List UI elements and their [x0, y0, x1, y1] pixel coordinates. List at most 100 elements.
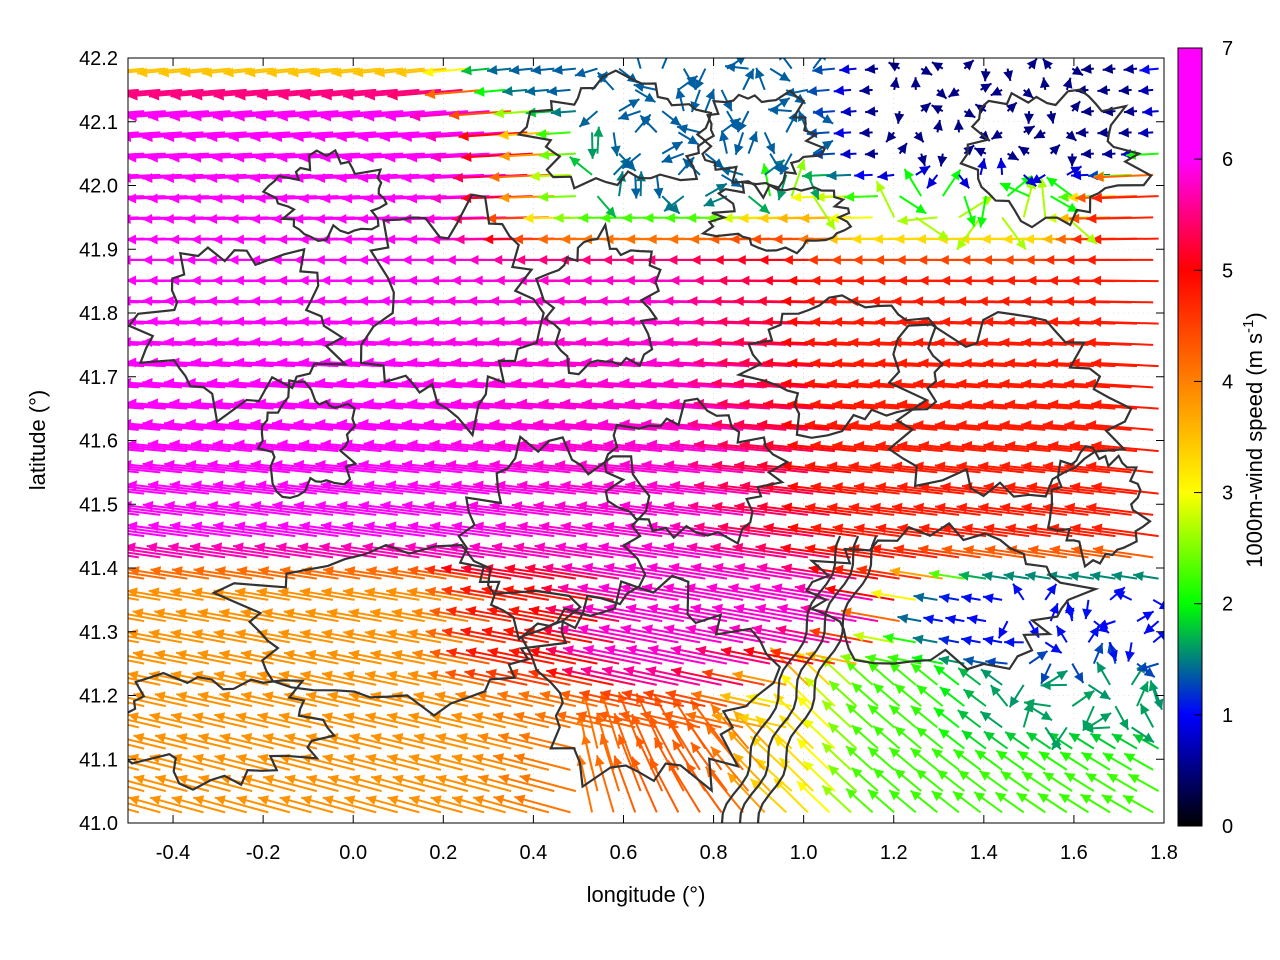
wind-vector-head [374, 67, 385, 78]
wind-vector-head [581, 357, 592, 368]
wind-vector-head [828, 213, 839, 224]
wind-vector-head [1142, 732, 1155, 743]
wind-vector-head [771, 583, 783, 594]
wind-vector-head [495, 480, 506, 491]
wind-vector-head [472, 275, 483, 286]
wind-vector-head [603, 562, 615, 573]
wind-vector-head [669, 603, 680, 614]
wind-vector-head [702, 668, 714, 679]
wind-vector-head [499, 192, 510, 203]
wind-vector [1085, 423, 1154, 431]
wind-vector-head [146, 542, 158, 553]
wind-vector-head [185, 295, 196, 306]
wind-vector [663, 585, 744, 601]
wind-vector-head [804, 677, 816, 688]
wind-vector-head [402, 500, 413, 511]
wind-vector [517, 524, 598, 538]
wind-vector-head [234, 439, 245, 450]
wind-vector [576, 381, 657, 389]
wind-vector [669, 483, 749, 495]
wind-vector-head [1046, 583, 1057, 595]
wind-vector-head [206, 214, 218, 225]
wind-vector-head [277, 480, 289, 491]
wind-vector-head [746, 693, 758, 704]
wind-vector-head [712, 501, 723, 512]
wind-vector-head [846, 788, 857, 799]
wind-vector-head [982, 635, 994, 646]
wind-vector [869, 423, 938, 431]
wind-vector [128, 470, 139, 474]
wind-vector [142, 131, 226, 139]
wind-vector-head [536, 128, 547, 139]
wind-vector [429, 609, 490, 623]
wind-vector-head [255, 357, 266, 368]
wind-vector-head [336, 377, 347, 388]
wind-vector [315, 503, 398, 516]
wind-vector-head [610, 145, 621, 157]
wind-vector-head [1042, 378, 1053, 389]
wind-vector-head [467, 501, 479, 511]
wind-vector-head [999, 182, 1012, 192]
wind-vector-head [327, 691, 339, 702]
wind-vector-head [869, 378, 881, 389]
wind-vector-head [725, 62, 736, 73]
wind-vector-head [896, 358, 908, 369]
wind-vector-head [481, 626, 493, 637]
wind-vector-head [653, 187, 664, 199]
wind-vector-head [1097, 619, 1109, 629]
wind-vector-head [581, 234, 592, 245]
wind-vector-head [762, 316, 773, 327]
wind-vector-head [84, 91, 94, 101]
wind-vector-head [1064, 607, 1075, 619]
wind-vector-head [1024, 698, 1035, 709]
wind-vector-head [201, 67, 213, 78]
wind-vector [977, 464, 1046, 474]
wind-vector-head [625, 480, 636, 491]
wind-vector [293, 503, 377, 516]
wind-vector-head [516, 316, 527, 327]
wind-vector [625, 483, 706, 495]
wind-vector [128, 723, 140, 729]
wind-vector [255, 401, 339, 410]
wind-vector-head [780, 163, 790, 175]
wind-vector [891, 464, 960, 474]
wind-vector [185, 131, 269, 139]
wind-vector [341, 152, 425, 160]
wind-vector-head [919, 102, 931, 114]
wind-vector [875, 361, 943, 368]
wind-vector [763, 484, 835, 495]
wind-vector [562, 647, 641, 665]
wind-vector-head [1091, 193, 1102, 204]
wind-vector-head [787, 358, 798, 369]
wind-vector-head [441, 585, 453, 596]
wind-vector-head [212, 275, 223, 286]
wind-vector-head [423, 255, 434, 266]
wind-vector [441, 629, 506, 644]
wind-vector-head [603, 316, 614, 327]
wind-vector-head [494, 316, 505, 327]
wind-vector [1047, 361, 1116, 368]
wind-vector-head [412, 649, 424, 660]
wind-vector-head [99, 214, 109, 224]
wind-vector-head [1004, 316, 1015, 327]
wind-vector-head [429, 607, 441, 618]
wind-vector-head [300, 670, 312, 681]
wind-vector [363, 442, 447, 453]
wind-vector-head [358, 500, 370, 511]
wind-vector-head [938, 254, 949, 265]
wind-vector-head [363, 152, 374, 163]
wind-vector [271, 462, 355, 474]
wind-vector-head [169, 234, 180, 245]
wind-vector-head [1153, 698, 1164, 710]
wind-vector [489, 422, 571, 431]
wind-vector [255, 110, 339, 119]
wind-vector [405, 544, 485, 559]
wind-vector-head [1142, 106, 1153, 117]
wind-vector-head [728, 583, 739, 594]
wind-vector-head [822, 743, 833, 754]
wind-vector-head [597, 419, 609, 430]
wind-vector-head [487, 647, 499, 658]
wind-vector-head [1100, 712, 1112, 723]
wind-vector [407, 524, 490, 538]
wind-vector [1085, 300, 1154, 304]
